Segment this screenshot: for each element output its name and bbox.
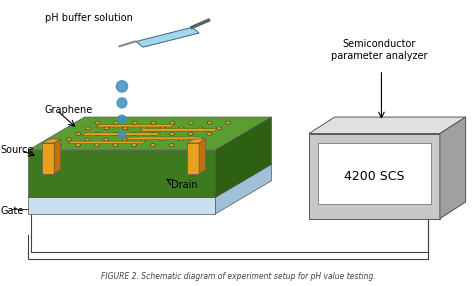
Polygon shape	[217, 127, 221, 130]
Polygon shape	[114, 121, 118, 124]
Polygon shape	[123, 127, 128, 130]
Polygon shape	[179, 127, 184, 130]
Polygon shape	[28, 197, 216, 214]
Polygon shape	[113, 144, 118, 147]
Polygon shape	[104, 138, 109, 141]
Polygon shape	[104, 127, 109, 130]
Polygon shape	[94, 144, 99, 147]
Polygon shape	[151, 132, 155, 136]
Polygon shape	[169, 132, 174, 136]
Text: Drain: Drain	[171, 180, 198, 190]
Polygon shape	[75, 144, 81, 147]
Polygon shape	[187, 139, 206, 143]
Circle shape	[117, 98, 127, 108]
Polygon shape	[85, 138, 90, 141]
Polygon shape	[169, 144, 174, 147]
Polygon shape	[82, 133, 161, 135]
Polygon shape	[85, 127, 91, 130]
Polygon shape	[139, 129, 218, 131]
Polygon shape	[226, 121, 231, 124]
Polygon shape	[68, 141, 146, 144]
Polygon shape	[43, 139, 61, 143]
Polygon shape	[66, 138, 71, 141]
Polygon shape	[199, 139, 206, 174]
Text: Semiconductor
parameter analyzer: Semiconductor parameter analyzer	[331, 39, 428, 61]
Polygon shape	[188, 144, 192, 147]
Polygon shape	[187, 143, 199, 174]
Text: FIGURE 2. Schematic diagram of experiment setup for pH value testing.: FIGURE 2. Schematic diagram of experimen…	[101, 272, 376, 281]
Polygon shape	[207, 121, 212, 124]
Polygon shape	[132, 121, 137, 124]
Polygon shape	[76, 132, 81, 136]
Polygon shape	[95, 132, 100, 136]
Polygon shape	[150, 144, 155, 147]
Polygon shape	[198, 127, 202, 130]
Polygon shape	[216, 164, 272, 214]
Polygon shape	[125, 137, 204, 139]
Circle shape	[118, 115, 126, 124]
Polygon shape	[57, 144, 62, 147]
Polygon shape	[188, 132, 193, 136]
Polygon shape	[132, 132, 137, 136]
Polygon shape	[440, 117, 465, 219]
Polygon shape	[28, 150, 216, 197]
Polygon shape	[309, 134, 440, 219]
Text: 4200 SCS: 4200 SCS	[344, 170, 405, 182]
Polygon shape	[113, 132, 118, 136]
Polygon shape	[28, 117, 272, 150]
Polygon shape	[160, 138, 165, 141]
Polygon shape	[141, 138, 146, 141]
Circle shape	[118, 131, 126, 138]
Polygon shape	[207, 132, 212, 136]
Polygon shape	[122, 138, 128, 141]
FancyBboxPatch shape	[319, 143, 430, 204]
Polygon shape	[309, 117, 465, 134]
Polygon shape	[151, 121, 156, 124]
Polygon shape	[95, 121, 100, 124]
Polygon shape	[170, 121, 175, 124]
Polygon shape	[54, 139, 61, 174]
Polygon shape	[160, 127, 165, 130]
Polygon shape	[142, 127, 146, 130]
Polygon shape	[28, 164, 272, 197]
Polygon shape	[197, 138, 202, 141]
Text: Graphene: Graphene	[45, 105, 93, 115]
Polygon shape	[136, 27, 199, 47]
Polygon shape	[132, 144, 137, 147]
Text: pH buffer solution: pH buffer solution	[46, 13, 133, 23]
Text: Source: Source	[0, 145, 34, 155]
Polygon shape	[189, 121, 193, 124]
Text: Gate: Gate	[0, 206, 24, 217]
Polygon shape	[43, 143, 54, 174]
Polygon shape	[179, 138, 183, 141]
Polygon shape	[216, 117, 272, 197]
Polygon shape	[96, 125, 174, 127]
Circle shape	[116, 81, 128, 92]
